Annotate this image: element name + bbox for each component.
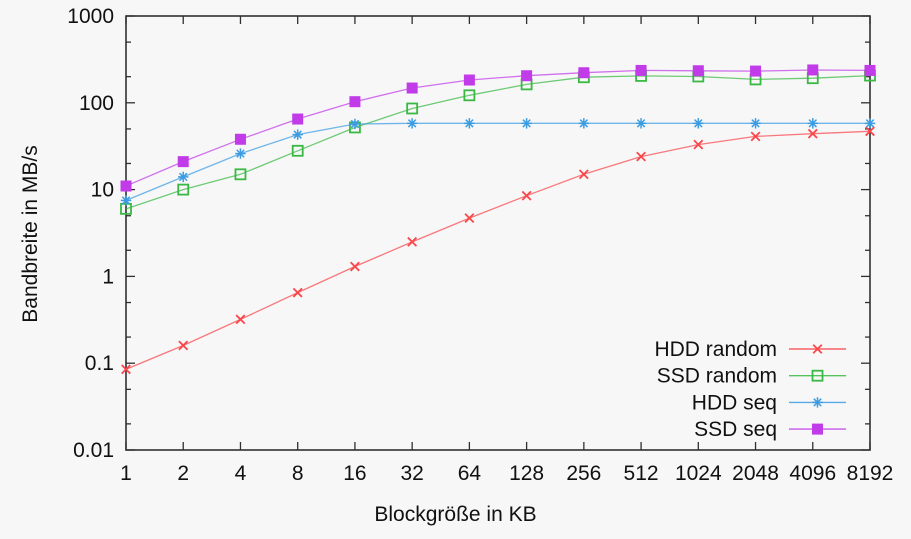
- series-hdd-seq: [120, 118, 876, 206]
- cross-marker: [349, 261, 360, 272]
- asterisk-marker: [865, 119, 875, 128]
- asterisk-marker: [813, 398, 822, 407]
- filled-square-marker: [750, 65, 762, 77]
- open-square-marker: [234, 168, 247, 181]
- asterisk-marker: [522, 119, 531, 128]
- x-tick-label: 16: [343, 462, 366, 485]
- cross-marker: [121, 364, 131, 375]
- y-tick-label: 100: [79, 92, 114, 115]
- filled-square-marker: [807, 64, 819, 76]
- cross-marker: [812, 344, 823, 354]
- filled-square-marker: [406, 82, 418, 94]
- x-tick-label: 256: [566, 462, 601, 485]
- asterisk-marker: [293, 130, 302, 139]
- cross-marker: [407, 236, 418, 247]
- open-square-marker: [177, 183, 190, 196]
- x-tick-label: 8: [292, 462, 304, 485]
- cross-marker: [292, 287, 303, 298]
- asterisk-marker: [636, 119, 646, 128]
- filled-square-marker: [521, 70, 533, 82]
- legend-label: HDD seq: [692, 391, 777, 414]
- x-tick-label: 128: [509, 462, 544, 485]
- x-axis-title: Blockgröße in KB: [374, 503, 537, 526]
- x-tick-label: 8192: [847, 462, 894, 485]
- series-line: [125, 122, 870, 202]
- cross-marker: [178, 340, 189, 351]
- y-axis-title: Bandbreite in MB/s: [19, 145, 42, 323]
- x-tick-label: 32: [400, 462, 423, 485]
- series-line: [125, 74, 871, 210]
- asterisk-marker: [179, 172, 188, 182]
- x-tick-label: 512: [624, 462, 659, 485]
- series-ssd-seq: [120, 64, 876, 192]
- x-tick-label: 64: [458, 462, 482, 485]
- series-line: [125, 69, 871, 187]
- open-square-marker: [811, 369, 824, 382]
- cross-marker: [235, 314, 246, 325]
- series-hdd-random: [121, 126, 875, 375]
- legend-item-hdd-random: HDD random: [654, 338, 846, 361]
- cross-marker: [521, 190, 532, 201]
- filled-square-marker: [292, 113, 304, 125]
- cross-marker: [578, 169, 589, 180]
- legend-label: HDD random: [654, 338, 777, 361]
- asterisk-marker: [751, 119, 760, 128]
- filled-square-marker: [349, 96, 361, 108]
- asterisk-marker: [579, 119, 589, 128]
- asterisk-marker: [808, 119, 817, 128]
- filled-square-marker: [177, 156, 189, 168]
- x-tick-label: 4: [235, 462, 247, 485]
- filled-square-marker: [692, 65, 704, 77]
- legend-label: SSD seq: [694, 418, 777, 441]
- asterisk-marker: [350, 119, 360, 129]
- asterisk-marker: [694, 119, 703, 128]
- open-square-marker: [406, 102, 419, 115]
- filled-square-marker: [635, 64, 647, 76]
- legend-item-hdd-seq: HDD seq: [692, 391, 846, 414]
- legend-item-ssd-seq: SSD seq: [694, 418, 846, 441]
- legend-label: SSD random: [657, 365, 777, 388]
- filled-square-marker: [812, 423, 823, 435]
- y-tick-label: 0.1: [85, 352, 114, 375]
- y-tick-label: 0.01: [73, 439, 114, 462]
- y-tick-label: 1: [102, 265, 114, 288]
- legend-item-ssd-random: SSD random: [657, 365, 846, 388]
- filled-square-marker: [120, 180, 132, 192]
- legend: HDD random SSD random HDD seq SSD seq: [654, 338, 846, 441]
- open-square-marker: [291, 144, 304, 157]
- y-tick-label: 1000: [67, 5, 114, 28]
- filled-square-marker: [578, 67, 590, 79]
- cross-marker: [464, 213, 475, 223]
- cross-marker: [865, 126, 875, 137]
- x-tick-label: 1: [120, 462, 132, 485]
- open-square-marker: [463, 89, 476, 102]
- cross-marker: [750, 131, 761, 142]
- x-tick-label: 2048: [732, 462, 779, 485]
- cross-marker: [693, 139, 704, 150]
- asterisk-marker: [465, 119, 474, 128]
- filled-square-marker: [234, 133, 246, 145]
- cross-marker: [807, 128, 818, 139]
- filled-square-marker: [463, 74, 475, 86]
- asterisk-marker: [236, 149, 245, 158]
- cross-marker: [636, 151, 647, 162]
- series-line: [125, 130, 871, 370]
- x-tick-label: 4096: [789, 462, 836, 485]
- filled-square-marker: [864, 64, 876, 76]
- plot-border: [125, 15, 871, 451]
- x-tick-label: 1024: [675, 462, 722, 485]
- x-tick-label: 2: [177, 462, 189, 485]
- asterisk-marker: [121, 196, 131, 205]
- asterisk-marker: [407, 119, 417, 128]
- y-tick-label: 10: [91, 179, 114, 202]
